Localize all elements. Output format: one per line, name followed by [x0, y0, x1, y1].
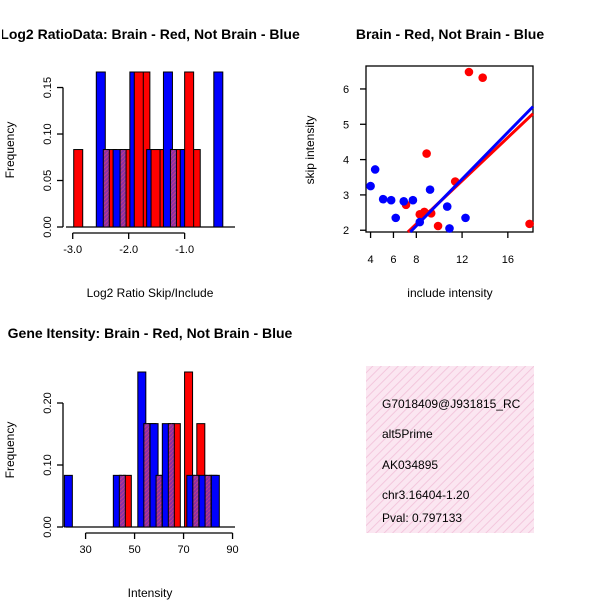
intensity-bar-overlap — [143, 423, 151, 528]
ratio-bar-overlap — [169, 149, 177, 228]
ratio-histogram-panel: Log2 RatioData: Brain - Red, Not Brain -… — [0, 26, 300, 300]
intensity-histogram-y-tick-label: 0.20 — [42, 392, 54, 413]
info-accession: AK034895 — [382, 458, 438, 472]
scatter-point-not-brain — [366, 181, 375, 191]
ratio-bar-blue — [213, 71, 224, 228]
intensity-histogram-ylabel: Frequency — [3, 422, 17, 479]
scatter-point-brain — [433, 221, 443, 231]
scatter-x-tick-label: 8 — [413, 254, 419, 266]
ratio-histogram-xlabel: Log2 Ratio Skip/Include — [87, 286, 214, 300]
scatter-y-tick-label: 4 — [343, 155, 349, 167]
intensity-bar-blue — [63, 474, 73, 528]
ratio-bar-red — [133, 71, 144, 228]
intensity-histogram-y-tick-label: 0.10 — [42, 454, 54, 475]
ratio-histogram-title: Log2 RatioData: Brain - Red, Not Brain -… — [0, 26, 300, 42]
intensity-bar-overlap — [167, 423, 175, 528]
scatter-point-not-brain — [378, 194, 388, 204]
scatter-point-brain — [464, 67, 474, 77]
intensity-bar-overlap — [204, 474, 212, 528]
ratio-histogram-y-tick-label: 0.05 — [42, 170, 54, 191]
scatter-x-tick-label: 12 — [456, 254, 468, 266]
intensity-bar-overlap — [155, 474, 163, 528]
intensity-histogram-panel: Gene Itensity: Brain - Red, Not Brain - … — [3, 325, 293, 600]
scatter-y-tick-label: 3 — [343, 190, 349, 202]
scatter-x-tick-label: 16 — [502, 254, 514, 266]
ratio-histogram-y-tick-label: 0.10 — [42, 123, 54, 144]
ratio-bar-overlap — [119, 149, 127, 228]
left-edge — [0, 0, 2, 600]
ratio-histogram-x-tick-label: -3.0 — [63, 244, 82, 256]
ratio-histogram-x-tick-label: -1.0 — [175, 244, 194, 256]
scatter-ylabel: skip intensity — [303, 116, 317, 185]
scatter-point-not-brain — [370, 165, 380, 174]
scatter-point-not-brain — [399, 196, 409, 206]
info-panel: G7018409@J931815_RC alt5Prime AK034895 c… — [366, 366, 534, 533]
scatter-y-tick-label: 2 — [343, 225, 349, 237]
intensity-histogram-x-tick-label: 50 — [128, 544, 140, 556]
scatter-panel: Brain - Red, Not Brain - Blue include in… — [303, 26, 544, 300]
scatter-x-tick-label: 4 — [368, 254, 374, 266]
ratio-histogram-y-tick-label: 0.00 — [42, 216, 54, 237]
info-panel-background — [366, 366, 534, 533]
scatter-point-not-brain — [445, 224, 454, 233]
scatter-point-not-brain — [391, 213, 401, 223]
scatter-point-not-brain — [442, 202, 452, 211]
info-location: chr3.16404-1.20 — [382, 488, 470, 502]
scatter-point-not-brain — [415, 217, 425, 227]
scatter-xlabel: include intensity — [407, 286, 492, 300]
scatter-title: Brain - Red, Not Brain - Blue — [356, 26, 544, 42]
info-event-type: alt5Prime — [382, 427, 433, 441]
intensity-histogram-x-tick-label: 30 — [79, 544, 91, 556]
scatter-point-not-brain — [386, 195, 396, 205]
scatter-point-brain — [422, 149, 431, 158]
info-probe-id: G7018409@J931815_RC — [382, 397, 521, 411]
scatter-point-not-brain — [461, 213, 470, 223]
ratio-histogram-x-tick-label: -2.0 — [119, 244, 138, 256]
ratio-bar-red — [73, 149, 84, 228]
intensity-bar-overlap — [118, 474, 126, 528]
ratio-bar-red — [150, 149, 161, 228]
intensity-histogram-x-tick-label: 90 — [226, 544, 238, 556]
ratio-bar-red — [184, 71, 195, 228]
intensity-histogram-y-tick-label: 0.00 — [42, 516, 54, 537]
scatter-y-tick-label: 5 — [343, 119, 349, 131]
ratio-bar-overlap — [102, 149, 110, 228]
scatter-x-tick-label: 6 — [390, 254, 396, 266]
intensity-histogram-title: Gene Itensity: Brain - Red, Not Brain - … — [8, 325, 293, 341]
intensity-bar-overlap — [192, 474, 200, 528]
intensity-bar-blue — [210, 474, 220, 528]
ratio-histogram-ylabel: Frequency — [3, 122, 17, 179]
intensity-histogram-x-tick-label: 70 — [177, 544, 189, 556]
scatter-point-brain — [525, 219, 534, 229]
scatter-point-not-brain — [408, 195, 418, 205]
scatter-point-not-brain — [425, 185, 435, 194]
scatter-y-tick-label: 6 — [343, 84, 349, 96]
scatter-fit-line-not-brain — [409, 105, 535, 234]
info-pval: Pval: 0.797133 — [382, 511, 462, 525]
intensity-histogram-xlabel: Intensity — [128, 586, 173, 600]
ratio-histogram-y-tick-label: 0.15 — [42, 77, 54, 98]
scatter-point-brain — [478, 73, 487, 82]
